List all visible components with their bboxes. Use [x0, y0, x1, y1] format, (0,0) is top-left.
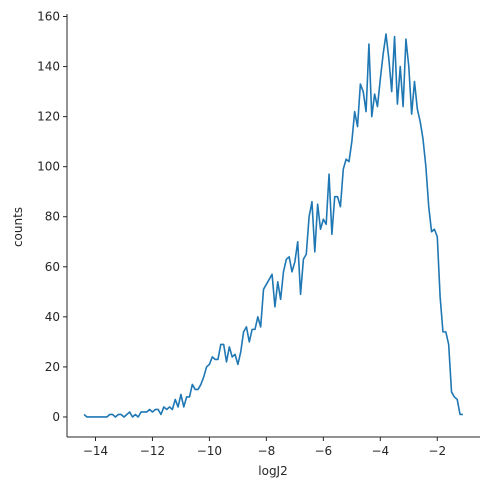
x-tick-label: −8 — [258, 444, 276, 458]
x-tick-label: −10 — [197, 444, 222, 458]
y-tick-label: 140 — [37, 60, 60, 74]
y-tick-label: 80 — [45, 210, 60, 224]
y-axis-label: counts — [11, 207, 25, 247]
x-tick-label: −12 — [140, 444, 165, 458]
y-tick-label: 20 — [45, 360, 60, 374]
y-tick-label: 160 — [37, 10, 60, 24]
data-line — [83, 33, 463, 418]
y-tick-label: 100 — [37, 160, 60, 174]
x-tick-label: −14 — [83, 444, 108, 458]
x-axis-label: logJ2 — [258, 464, 287, 478]
y-tick-label: 0 — [52, 410, 60, 424]
y-tick-label: 40 — [45, 310, 60, 324]
x-tick-label: −4 — [371, 444, 389, 458]
y-tick-label: 120 — [37, 110, 60, 124]
x-tick-label: −6 — [314, 444, 332, 458]
y-tick-label: 60 — [45, 260, 60, 274]
x-tick-label: −2 — [428, 444, 446, 458]
